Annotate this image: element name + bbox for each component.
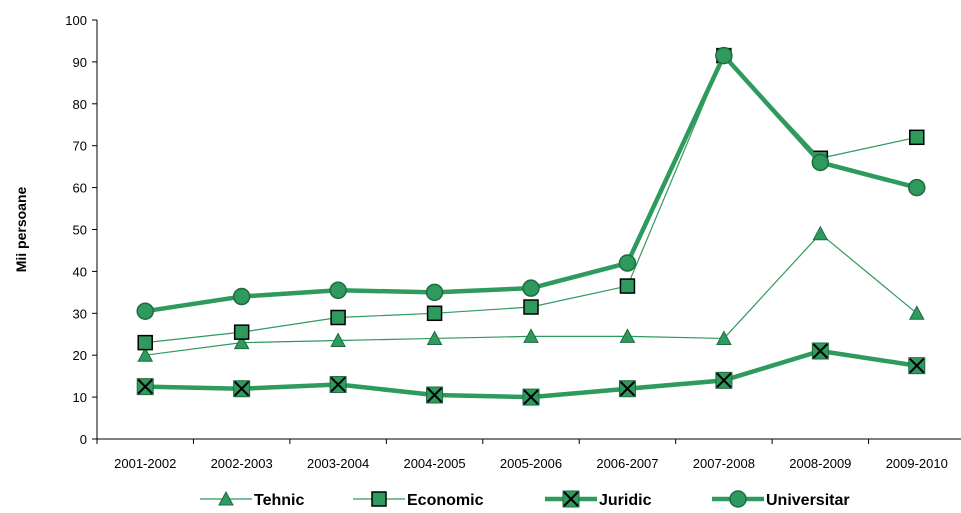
legend-label-tehnic: Tehnic <box>254 492 304 509</box>
legend-label-economic: Economic <box>407 492 484 509</box>
point-juridic <box>618 380 636 398</box>
point-juridic <box>811 342 829 360</box>
point-juridic <box>136 378 154 396</box>
point-tehnic <box>233 334 250 350</box>
point-tehnic <box>908 305 925 320</box>
legend: Tehnic Economic Juridic Universitar <box>200 490 850 509</box>
point-economic <box>426 305 443 322</box>
y-tick-label: 80 <box>73 97 87 112</box>
point-economic <box>330 309 346 326</box>
point-universitar <box>715 46 733 65</box>
legend-item-juridic: Juridic <box>545 490 652 509</box>
point-economic <box>909 129 925 146</box>
point-juridic <box>715 371 733 389</box>
point-tehnic <box>619 328 636 343</box>
legend-label-universitar: Universitar <box>766 492 850 509</box>
point-juridic <box>233 380 251 398</box>
point-tehnic <box>716 330 732 345</box>
point-tehnic <box>330 332 346 348</box>
y-tick-label: 10 <box>73 390 87 405</box>
y-tick-label: 40 <box>73 264 87 279</box>
axes: 0 10 20 30 40 50 60 70 80 90 100 2001-2002 2002-2003… <box>65 13 961 471</box>
series-tehnic <box>137 225 925 362</box>
series-layer <box>136 46 926 406</box>
point-economic <box>619 278 636 294</box>
point-juridic <box>522 388 540 406</box>
legend-marker-juridic <box>562 490 580 508</box>
series-economic <box>137 47 925 351</box>
point-universitar <box>136 302 154 320</box>
legend-marker-tehnic <box>218 490 234 506</box>
point-economic <box>523 299 539 315</box>
y-tick-label: 70 <box>73 139 87 154</box>
point-juridic <box>329 376 347 394</box>
point-tehnic <box>812 225 829 241</box>
y-tick-label: 50 <box>73 223 87 238</box>
point-universitar <box>618 254 637 272</box>
legend-label-juridic: Juridic <box>599 492 652 509</box>
y-tick-label: 30 <box>73 306 87 321</box>
legend-marker-economic <box>371 491 387 507</box>
y-tick-label: 60 <box>73 181 87 196</box>
point-universitar <box>232 287 251 306</box>
point-universitar <box>522 279 540 297</box>
point-tehnic <box>523 328 539 343</box>
legend-item-economic: Economic <box>353 491 484 509</box>
legend-marker-universitar <box>729 490 747 508</box>
point-economic <box>137 334 153 351</box>
x-tick-label: 2004-2005 <box>403 456 465 471</box>
y-tick-label: 90 <box>73 55 87 70</box>
x-tick-label: 2009-2010 <box>886 456 948 471</box>
y-tick-label: 0 <box>80 432 87 447</box>
point-universitar <box>425 283 444 302</box>
x-tick-label: 2005-2006 <box>500 456 562 471</box>
x-tick-label: 2007-2008 <box>693 456 755 471</box>
point-universitar <box>908 178 926 197</box>
point-universitar <box>329 281 347 300</box>
x-tick-label: 2001-2002 <box>114 456 176 471</box>
point-tehnic <box>137 347 154 362</box>
legend-item-tehnic: Tehnic <box>200 490 304 509</box>
point-juridic <box>908 357 926 375</box>
point-economic <box>233 324 250 340</box>
series-juridic <box>136 342 926 406</box>
x-tick-label: 2008-2009 <box>789 456 851 471</box>
x-tick-label: 2003-2004 <box>307 456 369 471</box>
x-tick-label: 2002-2003 <box>211 456 273 471</box>
y-tick-label: 20 <box>73 348 87 363</box>
point-tehnic <box>426 330 443 345</box>
y-axis-label: Mii persoane <box>13 187 29 273</box>
x-tick-label: 2006-2007 <box>596 456 658 471</box>
point-juridic <box>426 386 444 404</box>
point-universitar <box>811 153 830 172</box>
series-line-universitar <box>144 53 918 314</box>
y-tick-label: 100 <box>65 13 87 28</box>
series-universitar <box>136 46 926 320</box>
legend-item-universitar: Universitar <box>712 490 850 509</box>
